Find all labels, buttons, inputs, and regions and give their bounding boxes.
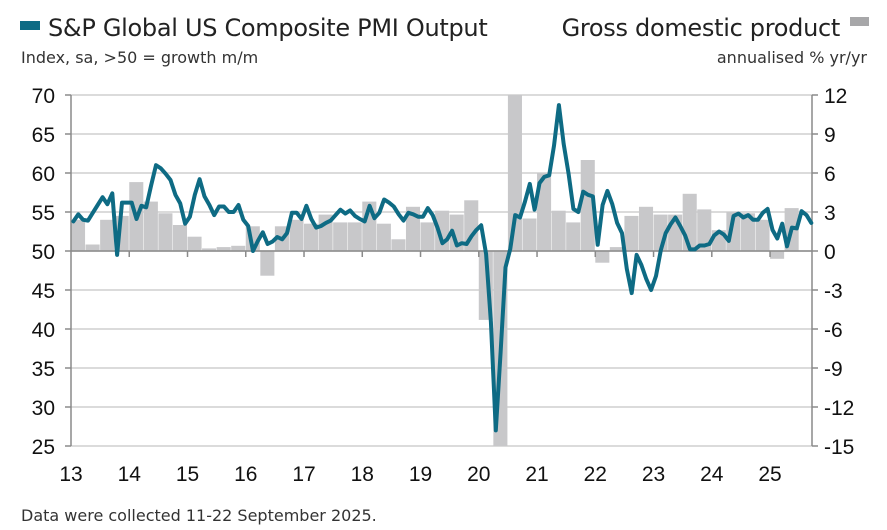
gdp-bar <box>566 222 581 251</box>
gdp-bar <box>376 223 391 251</box>
x-tick-label: 19 <box>409 463 432 486</box>
gdp-bar <box>100 219 115 251</box>
gdp-bar <box>580 160 595 251</box>
gdp-bar <box>740 213 755 251</box>
gdp-bar <box>682 193 697 251</box>
x-tick-label: 14 <box>118 463 142 486</box>
left-tick-label: 55 <box>32 202 55 225</box>
gdp-bar <box>231 245 246 251</box>
left-tick-label: 30 <box>32 397 55 420</box>
right-tick-label: -9 <box>824 358 843 381</box>
x-tick-label: 18 <box>351 463 374 486</box>
legend-gdp-swatch <box>850 17 869 26</box>
gdp-bar <box>609 247 624 251</box>
left-tick-label: 50 <box>32 241 55 264</box>
x-tick-label: 16 <box>234 463 257 486</box>
right-tick-label: 3 <box>824 202 836 225</box>
gdp-bar <box>507 95 522 251</box>
x-tick-label: 17 <box>292 463 315 486</box>
x-tick-label: 21 <box>525 463 548 486</box>
gdp-bar <box>464 200 479 251</box>
pmi-line-layer <box>71 103 814 433</box>
gdp-bar <box>624 215 639 251</box>
gdp-bar <box>289 219 304 251</box>
legend-pmi-label: S&P Global US Composite PMI Output <box>48 14 488 42</box>
gdp-bar <box>551 210 566 251</box>
legend-gdp: Gross domestic product <box>562 14 869 42</box>
gdp-bar <box>537 173 552 251</box>
x-tick-label: 25 <box>758 463 781 486</box>
gdp-bar <box>391 239 406 251</box>
right-tick-label: 12 <box>824 85 847 108</box>
x-tick-label: 24 <box>700 463 724 486</box>
left-tick-label: 45 <box>32 280 55 303</box>
gdp-bar <box>260 251 275 276</box>
right-tick-label: -12 <box>824 397 854 420</box>
axes <box>65 94 818 447</box>
gdp-bars <box>71 95 799 446</box>
left-tick-label: 60 <box>32 163 55 186</box>
left-tick-label: 65 <box>32 124 55 147</box>
pmi-line <box>71 103 814 433</box>
x-tick-label: 22 <box>584 463 607 486</box>
gdp-bar <box>85 244 100 251</box>
gdp-bar <box>522 218 537 251</box>
right-axis-subtitle: annualised % yr/yr <box>716 48 867 67</box>
right-tick-label: 9 <box>824 124 836 147</box>
gdp-bar <box>71 219 86 251</box>
left-tick-label: 70 <box>32 85 55 108</box>
legend-pmi-swatch <box>20 21 40 30</box>
left-tick-label: 25 <box>32 436 55 459</box>
legend-pmi: S&P Global US Composite PMI Output <box>20 14 488 42</box>
gdp-bar <box>172 225 188 251</box>
footnote: Data were collected 11-22 September 2025… <box>21 506 377 525</box>
x-tick-label: 15 <box>176 463 199 486</box>
gdp-bar <box>697 209 712 251</box>
gdp-bar <box>202 248 217 251</box>
tick-labels: 70656055504540353025129630-3-6-9-12-1513… <box>32 85 855 486</box>
left-tick-label: 35 <box>32 358 55 381</box>
right-tick-label: 6 <box>824 163 836 186</box>
x-tick-label: 13 <box>59 463 82 486</box>
grid-lines <box>71 94 812 447</box>
x-tick-label: 23 <box>642 463 665 486</box>
left-axis-subtitle: Index, sa, >50 = growth m/m <box>21 48 259 67</box>
left-tick-label: 40 <box>32 319 55 342</box>
right-tick-label: -6 <box>824 319 843 342</box>
gdp-bar <box>770 251 785 259</box>
right-tick-label: -3 <box>824 280 843 303</box>
gdp-bar <box>333 222 348 251</box>
gdp-bar <box>420 222 435 251</box>
gdp-bar <box>347 222 362 251</box>
gdp-bar <box>187 236 202 251</box>
gdp-bar <box>595 251 610 263</box>
right-tick-label: -15 <box>824 436 854 459</box>
gdp-bar <box>755 219 770 251</box>
legend-gdp-label: Gross domestic product <box>561 14 841 42</box>
gdp-bar <box>158 213 173 251</box>
gdp-bar <box>216 247 231 251</box>
gdp-bar <box>304 223 319 251</box>
gdp-bar <box>638 206 654 251</box>
x-tick-label: 20 <box>467 463 490 486</box>
right-tick-label: 0 <box>824 241 836 264</box>
gdp-bar <box>143 201 158 251</box>
